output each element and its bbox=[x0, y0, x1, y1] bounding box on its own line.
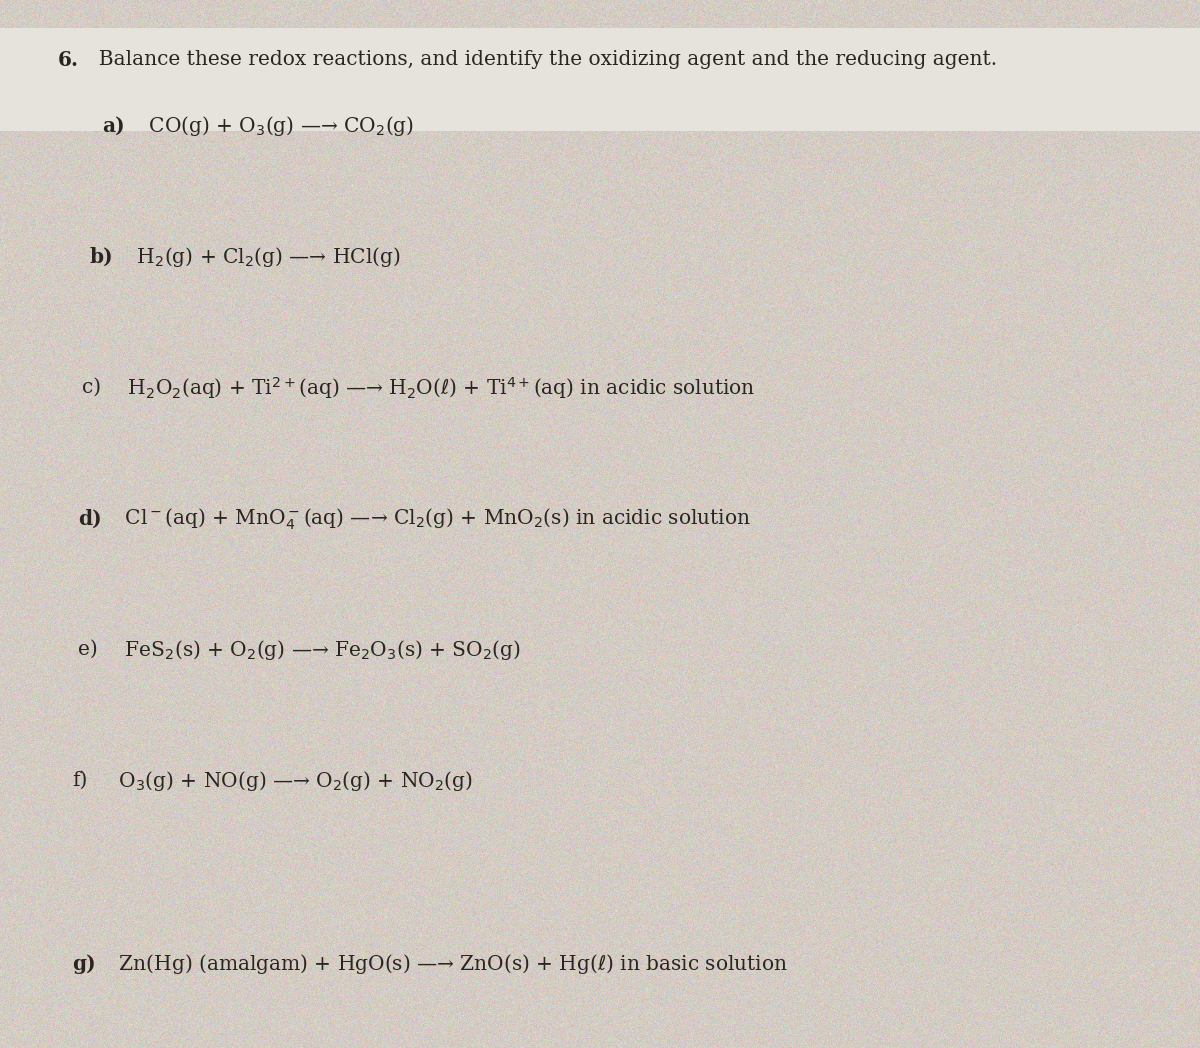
Text: FeS$_2$(s) + O$_2$(g) —→ Fe$_2$O$_3$(s) + SO$_2$(g): FeS$_2$(s) + O$_2$(g) —→ Fe$_2$O$_3$(s) … bbox=[112, 638, 521, 661]
Text: H$_2$(g) + Cl$_2$(g) —→ HCl(g): H$_2$(g) + Cl$_2$(g) —→ HCl(g) bbox=[124, 245, 400, 268]
Text: e): e) bbox=[78, 640, 97, 659]
Text: CO(g) + O$_3$(g) —→ CO$_2$(g): CO(g) + O$_3$(g) —→ CO$_2$(g) bbox=[136, 114, 414, 137]
FancyBboxPatch shape bbox=[0, 28, 1200, 131]
Text: a): a) bbox=[102, 115, 125, 136]
Text: Balance these redox reactions, and identify the oxidizing agent and the reducing: Balance these redox reactions, and ident… bbox=[86, 50, 997, 69]
Text: f): f) bbox=[72, 771, 88, 790]
Text: d): d) bbox=[78, 508, 102, 529]
Text: b): b) bbox=[90, 246, 114, 267]
Text: Zn(Hg) (amalgam) + HgO(s) —→ ZnO(s) + Hg($\ell$) in basic solution: Zn(Hg) (amalgam) + HgO(s) —→ ZnO(s) + Hg… bbox=[106, 953, 787, 976]
Text: 6.: 6. bbox=[58, 50, 79, 70]
Text: O$_3$(g) + NO(g) —→ O$_2$(g) + NO$_2$(g): O$_3$(g) + NO(g) —→ O$_2$(g) + NO$_2$(g) bbox=[106, 769, 473, 792]
Text: H$_2$O$_2$(aq) + Ti$^{2+}$(aq) —→ H$_2$O($\ell$) + Ti$^{4+}$(aq) in acidic solut: H$_2$O$_2$(aq) + Ti$^{2+}$(aq) —→ H$_2$O… bbox=[115, 375, 756, 400]
Text: Cl$^-$(aq) + MnO$_4^-$(aq) —→ Cl$_2$(g) + MnO$_2$(s) in acidic solution: Cl$^-$(aq) + MnO$_4^-$(aq) —→ Cl$_2$(g) … bbox=[112, 506, 750, 531]
Text: c): c) bbox=[82, 378, 101, 397]
Text: g): g) bbox=[72, 954, 96, 975]
